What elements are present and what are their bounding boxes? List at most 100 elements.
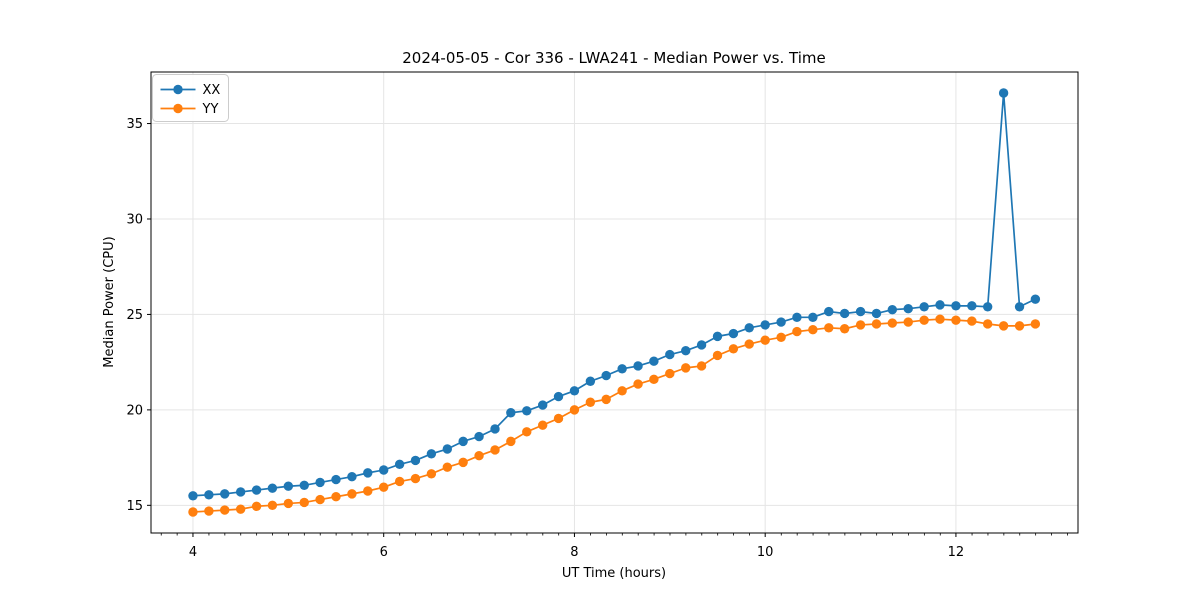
series-yy-marker: [839, 324, 850, 334]
series-xx-marker: [855, 306, 866, 317]
x-tick-label: 8: [570, 545, 578, 560]
series-xx-marker: [315, 477, 325, 488]
series-xx-marker: [712, 331, 723, 342]
series-yy-marker: [283, 498, 294, 509]
series-yy-marker: [696, 361, 707, 371]
series-xx-marker: [903, 304, 913, 314]
series-xx-marker: [537, 400, 548, 410]
series-xx-marker: [871, 308, 882, 319]
series-yy-marker: [235, 504, 246, 514]
series-yy-marker: [522, 427, 532, 437]
series-xx-marker: [331, 474, 341, 485]
series-xx-marker: [204, 490, 214, 500]
series-xx-marker: [363, 468, 373, 478]
series-xx-marker: [601, 370, 611, 381]
series-xx-marker: [235, 487, 246, 497]
series-xx-marker: [839, 308, 850, 319]
series-xx-marker: [935, 300, 945, 310]
series-xx-line: [192, 92, 1036, 497]
series-xx-marker: [633, 361, 643, 371]
legend-entry-xx: XX: [203, 83, 221, 98]
series-xx-marker: [967, 301, 977, 311]
series-xx-marker: [251, 485, 262, 495]
series-xx-marker: [283, 481, 294, 491]
series-xx-marker: [522, 406, 532, 416]
series-xx-marker: [792, 312, 802, 322]
series-yy-marker: [251, 501, 262, 511]
series-xx-marker: [617, 364, 627, 374]
series-xx-marker: [347, 471, 357, 482]
series-xx-marker: [394, 459, 405, 469]
series-yy-marker: [951, 315, 961, 325]
series-xx-marker: [982, 302, 993, 312]
y-tick-label: 25: [126, 308, 143, 323]
legend-marker-sample: [173, 84, 183, 95]
series-xx-marker: [1014, 302, 1025, 312]
series-yy-marker: [967, 316, 977, 326]
series-xx-marker: [585, 376, 596, 386]
series-xx-marker: [681, 345, 691, 356]
axes-layer: 4 6 8 10 12 15 20 25 30 35: [126, 71, 1079, 560]
series-xx-marker: [808, 312, 818, 322]
series-yy-marker: [315, 494, 325, 505]
series-yy-marker: [998, 321, 1009, 331]
series-xx-marker: [998, 88, 1009, 98]
series-xx-marker: [744, 323, 754, 333]
x-axis-label: UT Time (hours): [562, 566, 666, 581]
series-yy-marker: [553, 413, 564, 424]
series-xx-marker: [474, 431, 484, 442]
series-xx-marker: [426, 449, 437, 459]
y-tick-label: 30: [126, 212, 143, 227]
series-layer: [188, 88, 1041, 517]
legend-box: [152, 74, 229, 122]
legend-marker-sample: [173, 103, 183, 114]
series-yy-marker: [903, 317, 913, 327]
x-tick-label: 10: [757, 545, 774, 560]
y-tick-label: 35: [126, 117, 143, 132]
series-xx-marker: [299, 480, 309, 490]
series-yy-marker: [347, 489, 357, 499]
series-yy-marker: [935, 314, 945, 324]
axes-frame: [150, 71, 1079, 534]
series-xx-marker: [696, 340, 707, 350]
series-yy-marker: [474, 450, 484, 461]
series-xx-marker: [410, 455, 421, 466]
series-xx-marker: [188, 491, 198, 501]
series-yy-marker: [824, 323, 834, 333]
series-xx-marker: [665, 349, 675, 360]
series-yy-marker: [426, 469, 437, 479]
series-yy-marker: [331, 492, 341, 502]
series-xx-marker: [506, 408, 516, 418]
series-yy-marker: [363, 486, 373, 496]
series-yy-marker: [188, 507, 198, 517]
series-yy-marker: [649, 374, 659, 385]
series-yy-marker: [394, 476, 405, 487]
series-yy-marker: [458, 457, 468, 468]
series-yy-marker: [617, 386, 627, 396]
series-xx-marker: [490, 424, 500, 434]
series-yy-marker: [760, 335, 770, 345]
series-yy-marker: [569, 405, 580, 415]
x-tick-label: 6: [380, 545, 388, 560]
series-yy-marker: [537, 420, 548, 430]
legend-entry-yy: YY: [202, 102, 219, 117]
series-yy-marker: [220, 505, 230, 515]
series-xx-marker: [553, 391, 564, 402]
series-xx-marker: [379, 465, 389, 475]
series-xx-marker: [887, 304, 898, 315]
series-yy-marker: [871, 319, 882, 329]
series-yy-marker: [585, 397, 596, 407]
series-xx-marker: [951, 301, 961, 311]
series-yy-marker: [665, 368, 675, 379]
series-yy-marker: [728, 344, 739, 354]
series-yy-marker: [982, 319, 993, 329]
series-yy-marker: [506, 436, 516, 447]
series-xx-marker: [776, 317, 786, 327]
series-yy-marker: [887, 318, 898, 328]
x-tick-label: 12: [948, 545, 965, 560]
series-xx-marker: [760, 320, 770, 330]
series-yy-marker: [299, 497, 309, 508]
series-xx-marker: [1030, 294, 1041, 304]
